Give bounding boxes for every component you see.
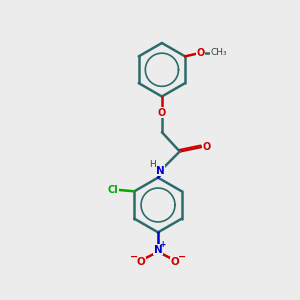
Text: O: O <box>196 48 205 58</box>
Text: N: N <box>156 166 165 176</box>
Text: +: + <box>160 240 166 249</box>
Text: CH₃: CH₃ <box>210 48 227 57</box>
Text: O: O <box>136 257 145 267</box>
Text: O: O <box>158 108 166 118</box>
Text: O: O <box>202 142 211 152</box>
Text: Cl: Cl <box>108 185 118 195</box>
Text: O: O <box>171 257 180 267</box>
Text: N: N <box>154 244 162 255</box>
Text: −: − <box>130 252 138 262</box>
Text: H: H <box>149 160 155 169</box>
Text: −: − <box>178 252 187 262</box>
